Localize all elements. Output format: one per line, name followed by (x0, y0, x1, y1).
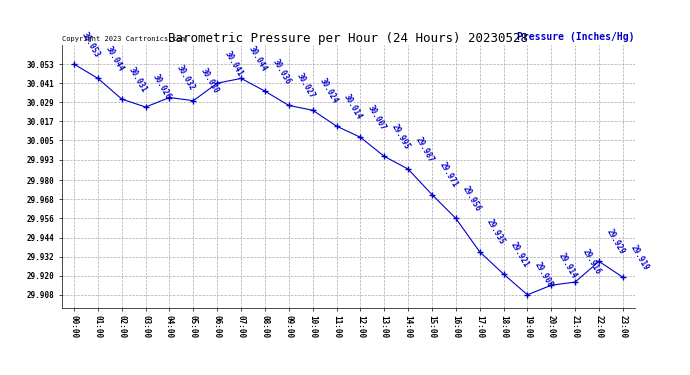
Text: Pressure (Inches/Hg): Pressure (Inches/Hg) (518, 32, 635, 42)
Text: 30.036: 30.036 (270, 57, 292, 86)
Text: 30.024: 30.024 (318, 76, 340, 105)
Text: 30.053: 30.053 (79, 30, 101, 58)
Text: 29.935: 29.935 (485, 218, 507, 246)
Text: 30.031: 30.031 (128, 65, 149, 93)
Text: 29.916: 29.916 (581, 248, 602, 276)
Text: 30.030: 30.030 (199, 67, 221, 95)
Text: 30.044: 30.044 (104, 44, 125, 73)
Text: 29.956: 29.956 (462, 184, 483, 213)
Text: 29.971: 29.971 (437, 160, 459, 189)
Text: 29.919: 29.919 (629, 243, 650, 272)
Text: 29.987: 29.987 (414, 135, 435, 164)
Text: 30.014: 30.014 (342, 92, 364, 121)
Text: 29.929: 29.929 (604, 227, 627, 256)
Text: 29.908: 29.908 (533, 261, 555, 289)
Text: 29.921: 29.921 (509, 240, 531, 268)
Title: Barometric Pressure per Hour (24 Hours) 20230528: Barometric Pressure per Hour (24 Hours) … (168, 32, 529, 45)
Text: 30.041: 30.041 (223, 49, 244, 78)
Text: 30.027: 30.027 (295, 71, 316, 100)
Text: 30.044: 30.044 (246, 44, 268, 73)
Text: 29.914: 29.914 (557, 251, 578, 280)
Text: 29.995: 29.995 (390, 122, 411, 151)
Text: 30.007: 30.007 (366, 103, 388, 132)
Text: 30.026: 30.026 (151, 73, 172, 102)
Text: Copyright 2023 Cartronics.com: Copyright 2023 Cartronics.com (62, 36, 186, 42)
Text: 30.032: 30.032 (175, 63, 197, 92)
